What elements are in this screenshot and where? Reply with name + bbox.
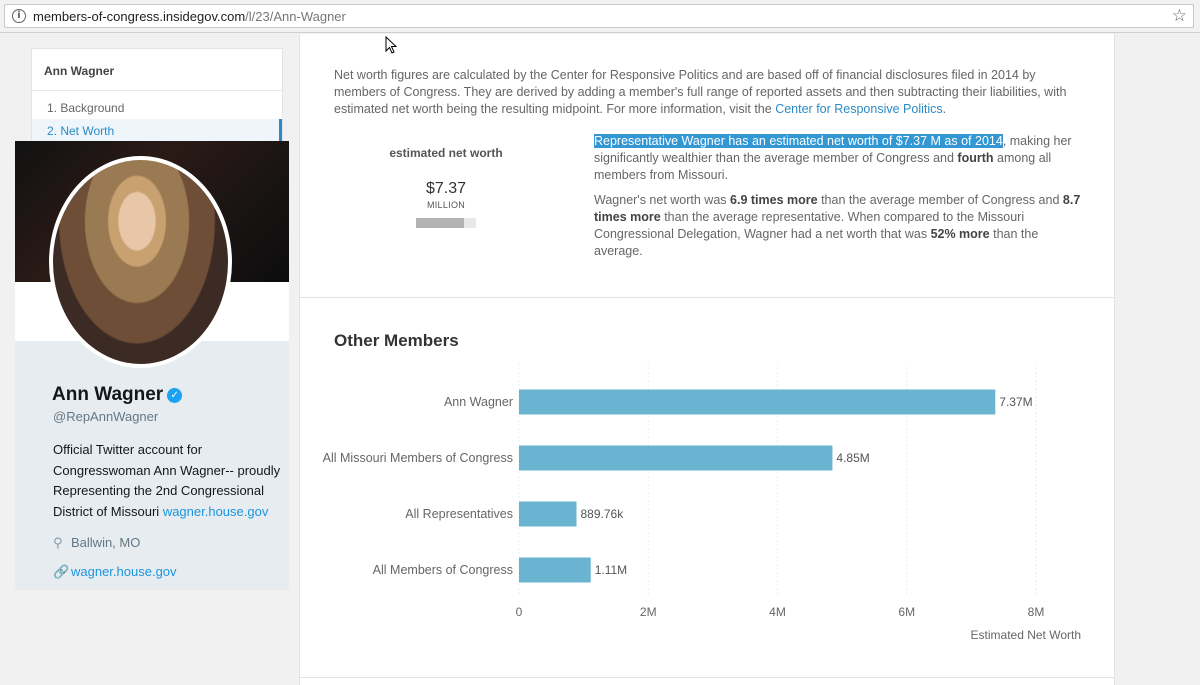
- chart-x-axis-title: Estimated Net Worth: [971, 628, 1081, 642]
- p2-ratio-congress: 6.9 times more: [730, 193, 818, 207]
- twitter-location-text: Ballwin, MO: [71, 535, 141, 550]
- p2-text-g: than the average.: [594, 227, 1039, 258]
- net-worth-bar: [416, 218, 476, 228]
- sidebar-title: Ann Wagner: [44, 64, 115, 78]
- bookmark-star-icon[interactable]: ☆: [1171, 6, 1187, 26]
- other-members-chart: 0 2M 4M 6M 8M Ann Wagner 7.37M All Missouri Mem…: [323, 364, 1081, 642]
- twitter-name-text: Ann Wagner: [52, 384, 164, 405]
- chart-bar: [519, 445, 833, 471]
- browser-toolbar: i members-of-congress.insidegov.com/l/23…: [0, 0, 1200, 33]
- selected-text: Representative Wagner has an estimated n…: [594, 134, 1003, 148]
- main-content: Net worth figures are calculated by the …: [299, 34, 1115, 685]
- p2-text-e: than the average representative. When co…: [594, 210, 1025, 241]
- location-pin-icon: ⚲: [53, 536, 63, 551]
- chart-value-label: 7.37M: [999, 395, 1032, 409]
- avatar[interactable]: [49, 156, 232, 368]
- url-path: /l/23/Ann-Wagner: [245, 9, 346, 24]
- twitter-profile-card: Ann Wagner ✓ @RepAnnWagner Official Twitt…: [15, 141, 289, 590]
- twitter-bio-link[interactable]: wagner.house.gov: [162, 503, 269, 519]
- p2-ratio-reps: 8.7 times more: [594, 193, 1081, 224]
- chart-tick-label: 4M: [769, 605, 786, 619]
- net-worth-paragraph-1: Representative Wagner has an estimated n…: [594, 133, 1084, 184]
- net-worth-value: $7.37: [425, 180, 467, 197]
- net-worth-paragraph-2: Wagner's net worth was 6.9 times more th…: [594, 192, 1084, 260]
- p2-text-a: Wagner's net worth was: [594, 193, 727, 207]
- chart-bar: [519, 557, 591, 583]
- link-icon: 🔗: [53, 565, 70, 580]
- section-divider: [300, 297, 1114, 298]
- chart-value-label: 1.11M: [595, 563, 627, 577]
- p1-text-c: among all members from Missouri.: [594, 151, 1052, 182]
- p1-rank: fourth: [957, 151, 994, 165]
- bottom-divider: [300, 677, 1114, 678]
- sidebar-item-background[interactable]: 1. Background: [47, 101, 125, 115]
- twitter-website[interactable]: 🔗 wagner.house.gov: [53, 564, 177, 580]
- sidebar-nav: Ann Wagner 1. Background 2. Net Worth: [31, 48, 283, 148]
- net-worth-label: estimated net worth: [389, 146, 503, 160]
- chart-bar: [519, 501, 577, 527]
- chart-category-label: All Representatives: [405, 507, 513, 521]
- sidebar-divider: [32, 90, 282, 91]
- other-members-title: Other Members: [334, 331, 459, 350]
- twitter-location: ⚲ Ballwin, MO: [53, 535, 140, 551]
- chart-value-label: 889.76k: [581, 507, 625, 521]
- twitter-name[interactable]: Ann Wagner ✓: [52, 384, 183, 406]
- chart-category-label: All Members of Congress: [373, 563, 513, 577]
- net-worth-bar-fill: [416, 218, 464, 228]
- verified-badge-icon: ✓: [167, 388, 183, 403]
- twitter-bio: Official Twitter account for Congresswom…: [53, 440, 283, 522]
- net-worth-intro: Net worth figures are calculated by the …: [334, 68, 1067, 116]
- url-host: members-of-congress.insidegov.com: [33, 9, 246, 24]
- sidebar-active-indicator: [32, 119, 282, 143]
- twitter-website-text: wagner.house.gov: [71, 564, 177, 579]
- net-worth-summary: estimated net worth $7.37 MILLION: [360, 146, 532, 228]
- mouse-cursor-icon: [385, 36, 398, 54]
- net-worth-unit: MILLION: [426, 200, 466, 210]
- p2-pct-more: 52% more: [930, 227, 990, 241]
- sidebar-item-net-worth[interactable]: 2. Net Worth: [47, 124, 115, 138]
- twitter-bio-text: Official Twitter account for Congresswom…: [53, 442, 281, 519]
- chart-category-label: All Missouri Members of Congress: [323, 451, 513, 465]
- address-bar[interactable]: i members-of-congress.insidegov.com/l/23…: [4, 4, 1194, 28]
- net-worth-description: Representative Wagner has an estimated n…: [594, 133, 1084, 268]
- chart-tick-label: 8M: [1028, 605, 1045, 619]
- intro-text: Net worth figures are calculated by the …: [334, 68, 1067, 116]
- info-icon[interactable]: i: [12, 9, 26, 23]
- crp-link[interactable]: Center for Responsive Politics: [775, 102, 943, 116]
- twitter-handle[interactable]: @RepAnnWagner: [53, 409, 159, 424]
- chart-bar: [519, 389, 996, 415]
- chart-tick-label: 2M: [640, 605, 657, 619]
- url-text[interactable]: members-of-congress.insidegov.com/l/23/A…: [33, 9, 346, 24]
- chart-value-label: 4.85M: [836, 451, 869, 465]
- p2-text-c: than the average member of Congress and: [821, 193, 1060, 207]
- chart-category-label: Ann Wagner: [444, 395, 513, 409]
- chart-tick-label: 0: [516, 605, 523, 619]
- chart-tick-label: 6M: [898, 605, 915, 619]
- p1-text-a: , making her significantly wealthier tha…: [594, 134, 1072, 165]
